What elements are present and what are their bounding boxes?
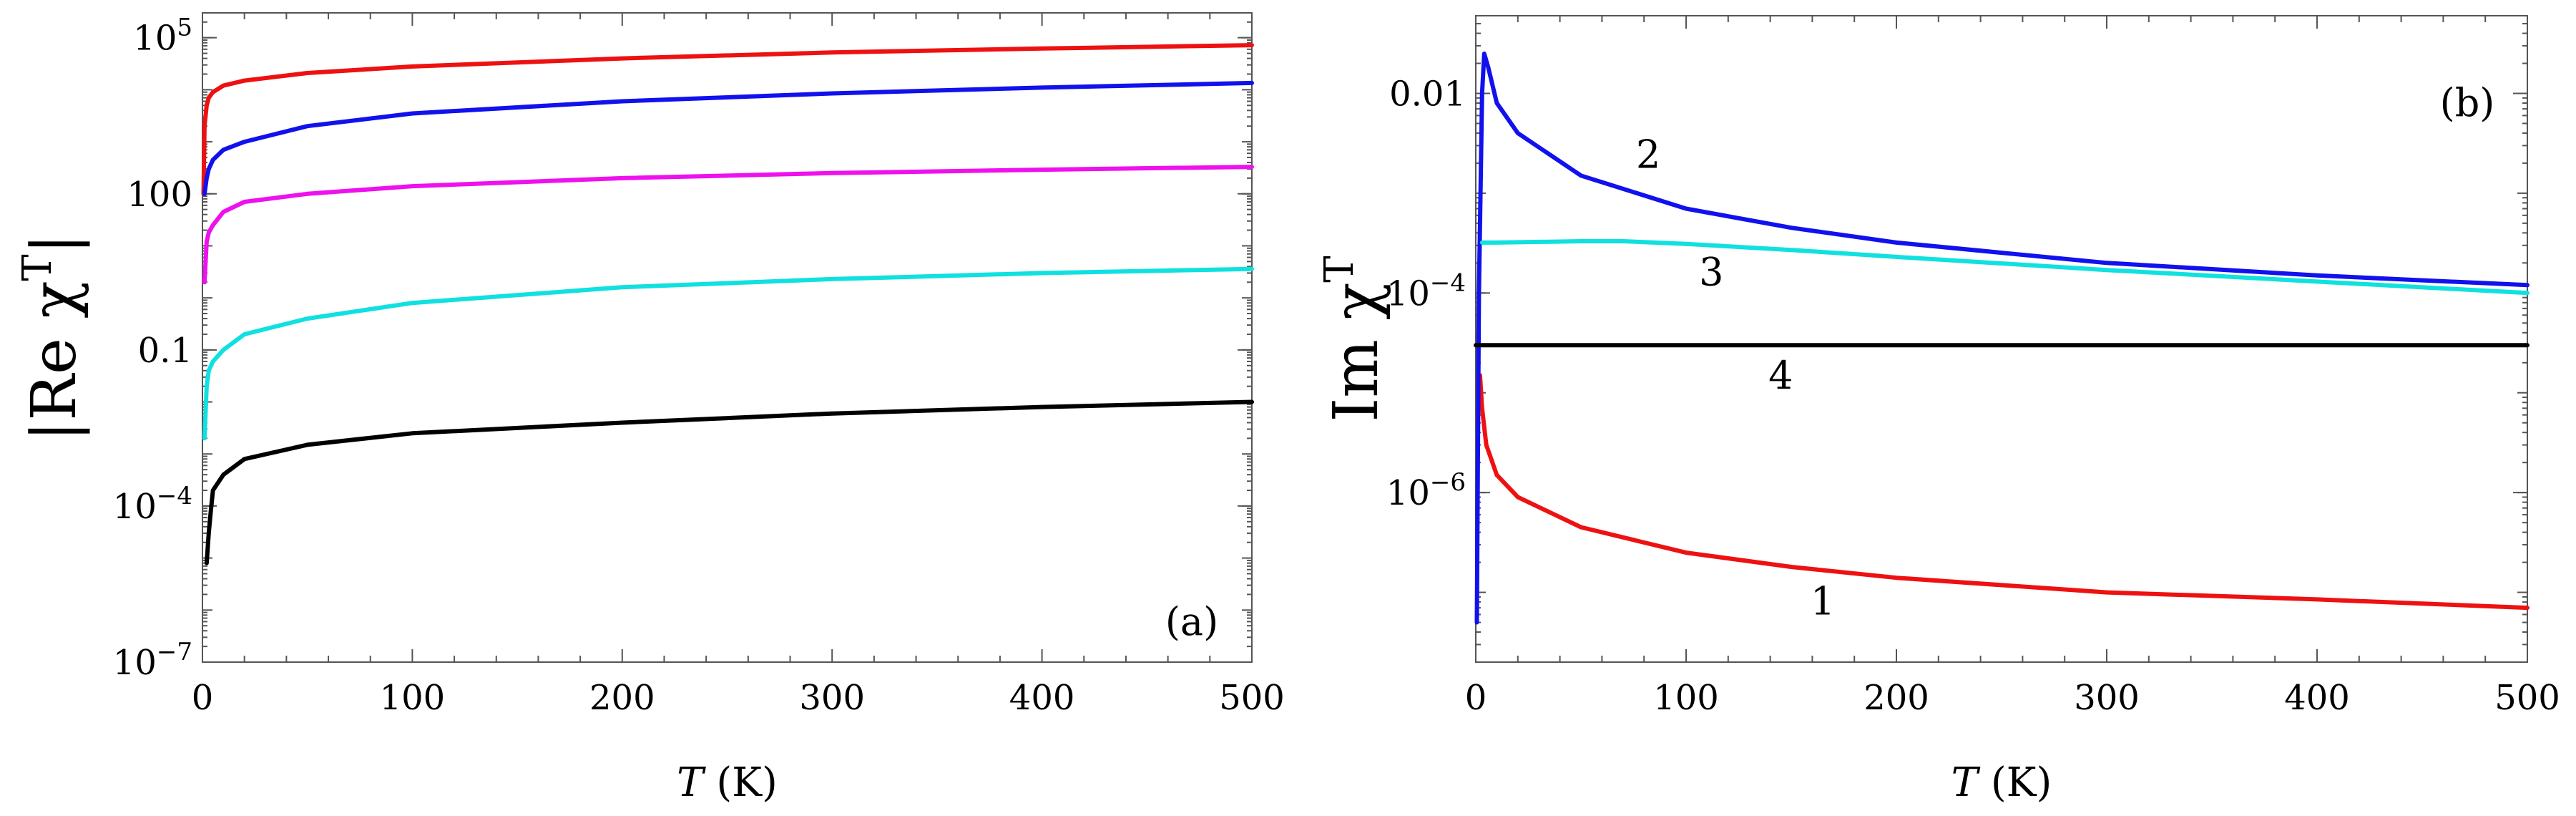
x-tick-label: 0 [1465,678,1487,718]
x-axis-ticks [1475,16,2528,662]
series-line-black [204,399,1254,565]
y-axis-ticks [1476,15,2527,663]
y-tick-label: 10−6 [1386,468,1466,513]
plot-frame [202,12,1253,663]
y-axis-title: Im χT [1316,256,1392,422]
curve-label-4: 4 [1768,353,1793,398]
plot-frame [1475,15,2528,663]
curve-label-1: 1 [1811,578,1835,623]
x-tick-label: 0 [192,678,214,718]
series-line-red [201,43,1254,196]
series-line-blue [202,80,1254,196]
y-axis-title: |Re χT| [14,233,90,441]
x-tick-label: 400 [1009,678,1075,718]
y-tick-label: 0.1 [138,331,192,371]
x-tick-label: 400 [2284,678,2350,718]
x-tick-label: 300 [2074,678,2140,718]
x-tick-label: 100 [380,678,446,718]
panel-a: 0 100 200 300 400 500 10−7 10−4 0.1 100 105 (a) T (K… [14,12,1285,806]
y-axis-ticks [202,12,1252,663]
series-group [201,43,1254,565]
x-tick-label: 100 [1653,678,1719,718]
series-line-magenta [202,165,1254,285]
series-line-2 [1474,52,2530,625]
x-tick-label: 500 [2494,678,2560,718]
curve-label-3: 3 [1699,249,1723,294]
panel-label: (a) [1165,599,1218,644]
y-tick-label: 10−4 [1386,268,1466,314]
x-tick-label: 200 [589,678,655,718]
x-axis-title: T (K) [677,759,778,806]
series-line-3 [1479,239,2530,296]
series-line-1 [1477,373,2530,611]
y-tick-label: 100 [127,175,192,215]
panel-label: (b) [2440,80,2495,125]
x-axis-ticks [202,13,1253,662]
series-group [1474,52,2530,625]
x-tick-label: 500 [1219,678,1285,718]
y-tick-label: 10−4 [113,482,192,527]
x-axis-title: T (K) [1951,759,2052,806]
y-tick-label: 105 [133,14,192,59]
series-line-cyan [202,266,1254,441]
x-tick-label: 300 [799,678,865,718]
y-tick-label: 0.01 [1389,74,1466,114]
y-tick-label: 10−7 [113,638,192,683]
panel-b: 0 100 200 300 400 500 0.01 10−4 10−6 1 2 3 4 (b) T (K)… [1316,15,2560,806]
x-tick-label: 200 [1864,678,1929,718]
curve-label-2: 2 [1636,132,1660,177]
